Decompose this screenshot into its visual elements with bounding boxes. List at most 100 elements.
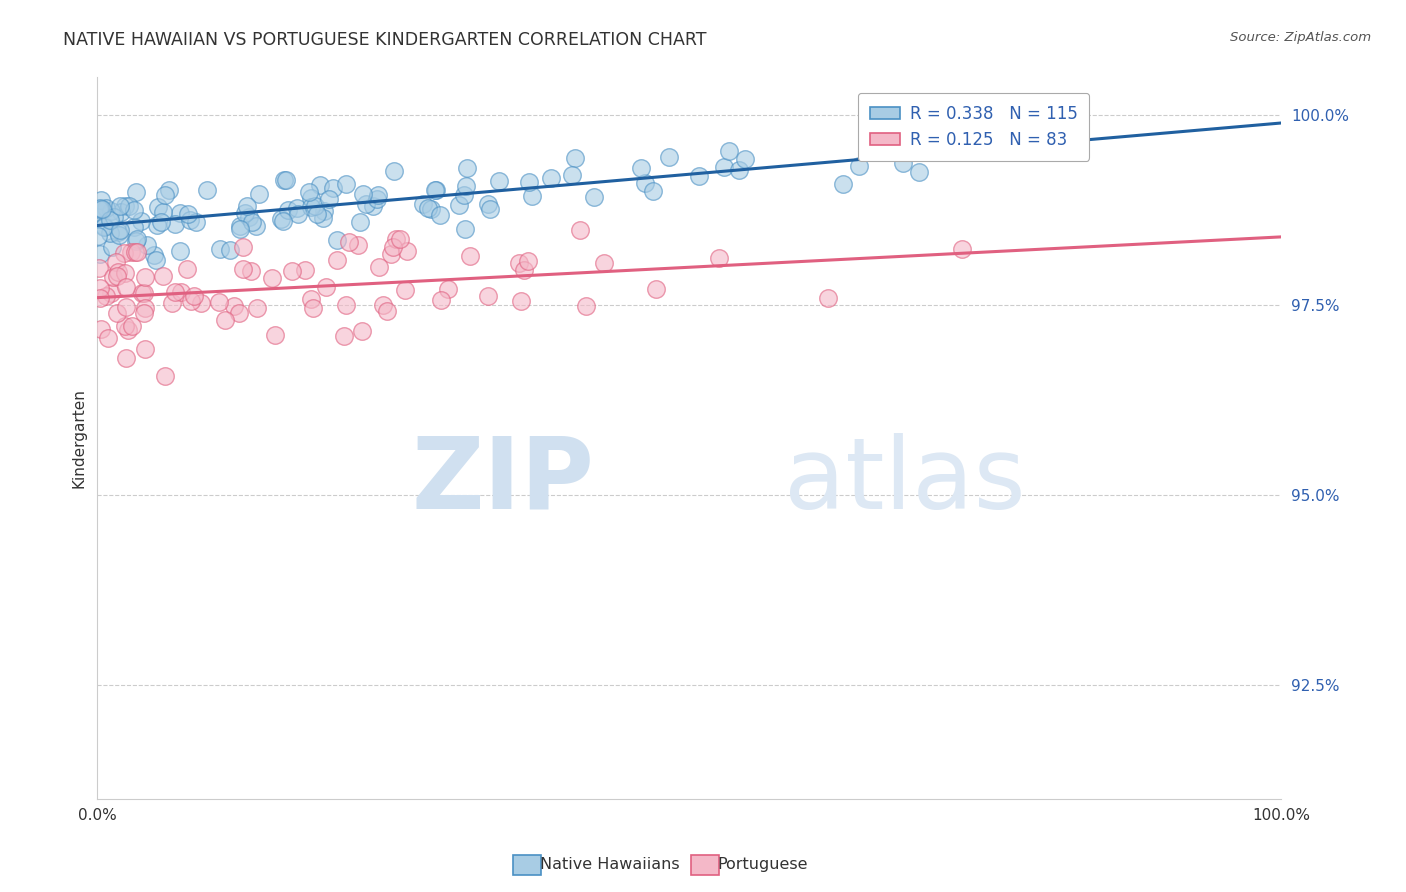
Point [105, 306, 128, 320]
Point [508, 255, 530, 269]
Point [371, 297, 394, 311]
Point [107, 268, 129, 283]
Point [517, 254, 540, 268]
Point [146, 200, 169, 214]
Point [229, 219, 252, 234]
Point [974, 132, 997, 146]
Point [232, 240, 254, 254]
Point [239, 263, 262, 277]
Point [131, 285, 153, 300]
Point [561, 169, 583, 183]
Point [568, 223, 591, 237]
Point [396, 244, 419, 258]
Point [115, 300, 138, 314]
Point [510, 293, 533, 308]
Text: NATIVE HAWAIIAN VS PORTUGUESE KINDERGARTEN CORRELATION CHART: NATIVE HAWAIIAN VS PORTUGUESE KINDERGART… [63, 31, 707, 49]
Point [950, 242, 973, 256]
Point [110, 199, 132, 213]
Point [479, 202, 502, 216]
Point [891, 156, 914, 170]
Point [98, 226, 121, 240]
Point [165, 285, 187, 299]
Point [195, 183, 218, 197]
Point [437, 282, 460, 296]
Point [190, 296, 212, 310]
Point [350, 325, 373, 339]
Point [688, 169, 710, 183]
Point [229, 221, 252, 235]
Point [634, 177, 657, 191]
Point [287, 207, 309, 221]
Point [93, 219, 115, 234]
Point [314, 203, 336, 218]
Point [157, 183, 180, 197]
Point [183, 289, 205, 303]
Point [456, 161, 478, 176]
Point [89, 247, 111, 261]
Point [335, 298, 357, 312]
Point [277, 202, 299, 217]
Point [416, 201, 439, 215]
Point [118, 199, 141, 213]
Point [429, 208, 451, 222]
Point [134, 342, 156, 356]
Point [454, 179, 477, 194]
Point [908, 165, 931, 179]
Point [208, 242, 231, 256]
Point [477, 196, 499, 211]
Point [129, 213, 152, 227]
Point [101, 240, 124, 254]
Point [453, 222, 475, 236]
Point [641, 184, 664, 198]
Text: ZIP: ZIP [412, 433, 595, 530]
Point [582, 189, 605, 203]
Text: Portuguese: Portuguese [717, 857, 808, 871]
Point [381, 239, 404, 253]
Point [333, 329, 356, 343]
Point [96, 201, 118, 215]
Text: atlas: atlas [785, 433, 1025, 530]
Point [117, 323, 139, 337]
Point [89, 260, 111, 275]
Point [127, 244, 149, 259]
Point [87, 202, 110, 217]
Y-axis label: Kindergarten: Kindergarten [72, 388, 86, 488]
Point [458, 249, 481, 263]
Point [232, 262, 254, 277]
Point [419, 202, 441, 216]
Point [848, 159, 870, 173]
Text: Source: ZipAtlas.com: Source: ZipAtlas.com [1230, 31, 1371, 45]
Point [304, 198, 326, 212]
Point [233, 206, 256, 220]
Point [219, 244, 242, 258]
Point [326, 233, 349, 247]
Point [143, 248, 166, 262]
Point [453, 187, 475, 202]
Point [153, 368, 176, 383]
Point [368, 260, 391, 274]
Point [593, 255, 616, 269]
Point [108, 227, 131, 242]
Point [108, 223, 131, 237]
Point [155, 188, 177, 202]
Point [136, 237, 159, 252]
Point [263, 328, 285, 343]
Point [107, 265, 129, 279]
Point [121, 319, 143, 334]
Point [299, 191, 322, 205]
Point [125, 232, 148, 246]
Point [165, 218, 187, 232]
Text: Native Hawaiians: Native Hawaiians [540, 857, 679, 871]
Point [707, 251, 730, 265]
Point [170, 285, 193, 299]
Point [122, 203, 145, 218]
Point [366, 192, 388, 206]
Point [214, 313, 236, 327]
Point [112, 245, 135, 260]
Point [299, 200, 322, 214]
Point [380, 247, 402, 261]
Point [115, 279, 138, 293]
Point [517, 176, 540, 190]
Point [149, 215, 172, 229]
Point [425, 183, 447, 197]
